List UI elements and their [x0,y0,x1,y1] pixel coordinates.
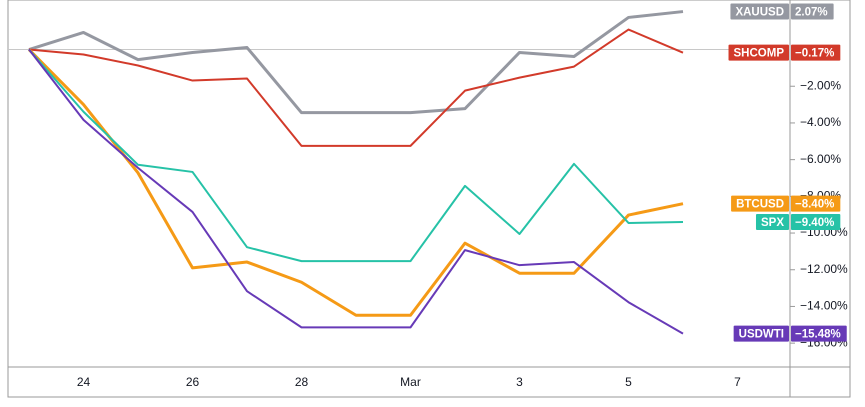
x-tick-label: Mar [400,375,421,389]
badge-value-box [791,195,841,212]
badge-value-box [791,325,847,342]
badge-value: −15.48% [795,329,841,341]
series-badge: SHCOMP −0.17% [728,44,841,61]
badge-value-box [791,214,841,231]
badge-name-box [730,3,789,20]
y-tick-label: −14.00% [800,299,848,313]
badge-name-box [728,44,789,61]
series-badge: USDWTI −15.48% [733,325,847,342]
x-tick-label: 3 [516,375,523,389]
badge-value: −8.40% [795,199,834,211]
badge-value-box [791,44,841,61]
badge-value: −9.40% [795,217,834,229]
badge-name: SPX [761,217,784,229]
series-line [27,48,684,317]
y-tick-label: −2.00% [800,78,841,92]
frame [7,0,851,398]
x-tick-label: 24 [77,375,91,389]
badge-name: XAUUSD [735,7,784,19]
series-line [28,48,684,263]
badge-name-box [733,325,789,342]
x-tick-label: 26 [186,375,200,389]
badge-name: USDWTI [739,329,784,341]
series-line [28,28,684,147]
badge-name-box [755,214,789,231]
x-tick-label: 7 [734,375,741,389]
y-tick-label: −4.00% [800,115,841,129]
badge-name: SHCOMP [734,48,785,60]
series-line [28,10,684,115]
x-tick-label: 28 [295,375,309,389]
badge-value: 2.07% [795,7,828,19]
badge-name-box [731,195,789,212]
badge-value: −0.17% [795,48,834,60]
x-tick-label: 5 [625,375,632,389]
y-tick-label: −12.00% [800,262,848,276]
badge-name: BTCUSD [736,199,784,211]
series-line [28,48,684,335]
series-badge: XAUUSD 2.07% [730,3,834,20]
series-badge: SPX −9.40% [755,214,841,231]
badge-value-box [791,3,834,20]
y-tick-label: −6.00% [800,152,841,166]
series-badge: BTCUSD −8.40% [731,195,841,212]
